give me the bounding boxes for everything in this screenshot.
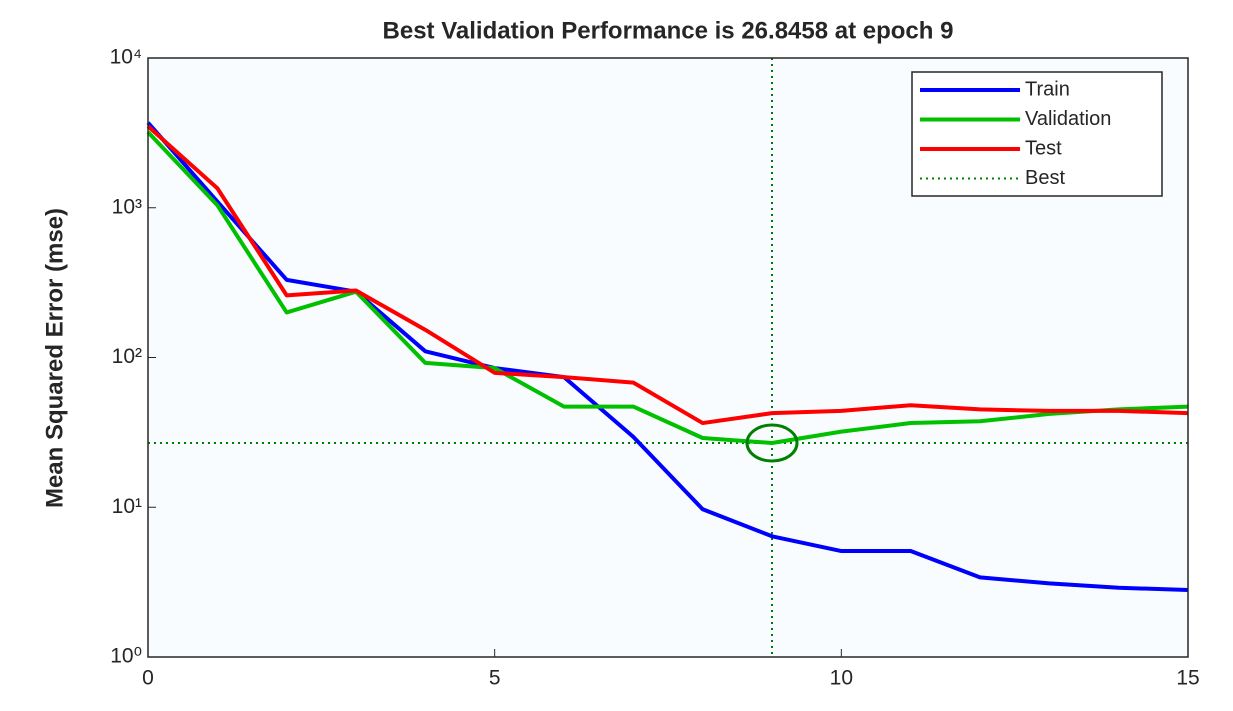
axes-box: [147, 57, 1189, 658]
legend-box: [911, 71, 1163, 197]
y-tick-label: 10¹: [112, 495, 142, 518]
series-line: [146, 121, 1189, 593]
legend-label: Validation: [1025, 108, 1111, 130]
series-line: [146, 124, 1189, 426]
y-axis-label: Mean Squared Error (mse): [41, 208, 68, 508]
y-tick-label: 10³: [112, 195, 142, 218]
legend-label: Train: [1025, 78, 1070, 100]
legend-label: Best: [1025, 167, 1065, 189]
y-tick-label: 10⁴: [110, 46, 142, 69]
x-tick-label: 0: [142, 667, 154, 690]
x-tick-label: 5: [489, 667, 501, 690]
x-tick-label: 15: [1176, 667, 1199, 690]
chart-title: Best Validation Performance is 26.8458 a…: [383, 17, 954, 44]
legend-label: Test: [1025, 137, 1062, 159]
y-tick-label: 10²: [112, 345, 142, 368]
best-marker: [745, 423, 799, 463]
x-tick-label: 10: [830, 667, 853, 690]
series-line: [146, 130, 1189, 446]
y-tick-label: 10⁰: [110, 645, 142, 668]
